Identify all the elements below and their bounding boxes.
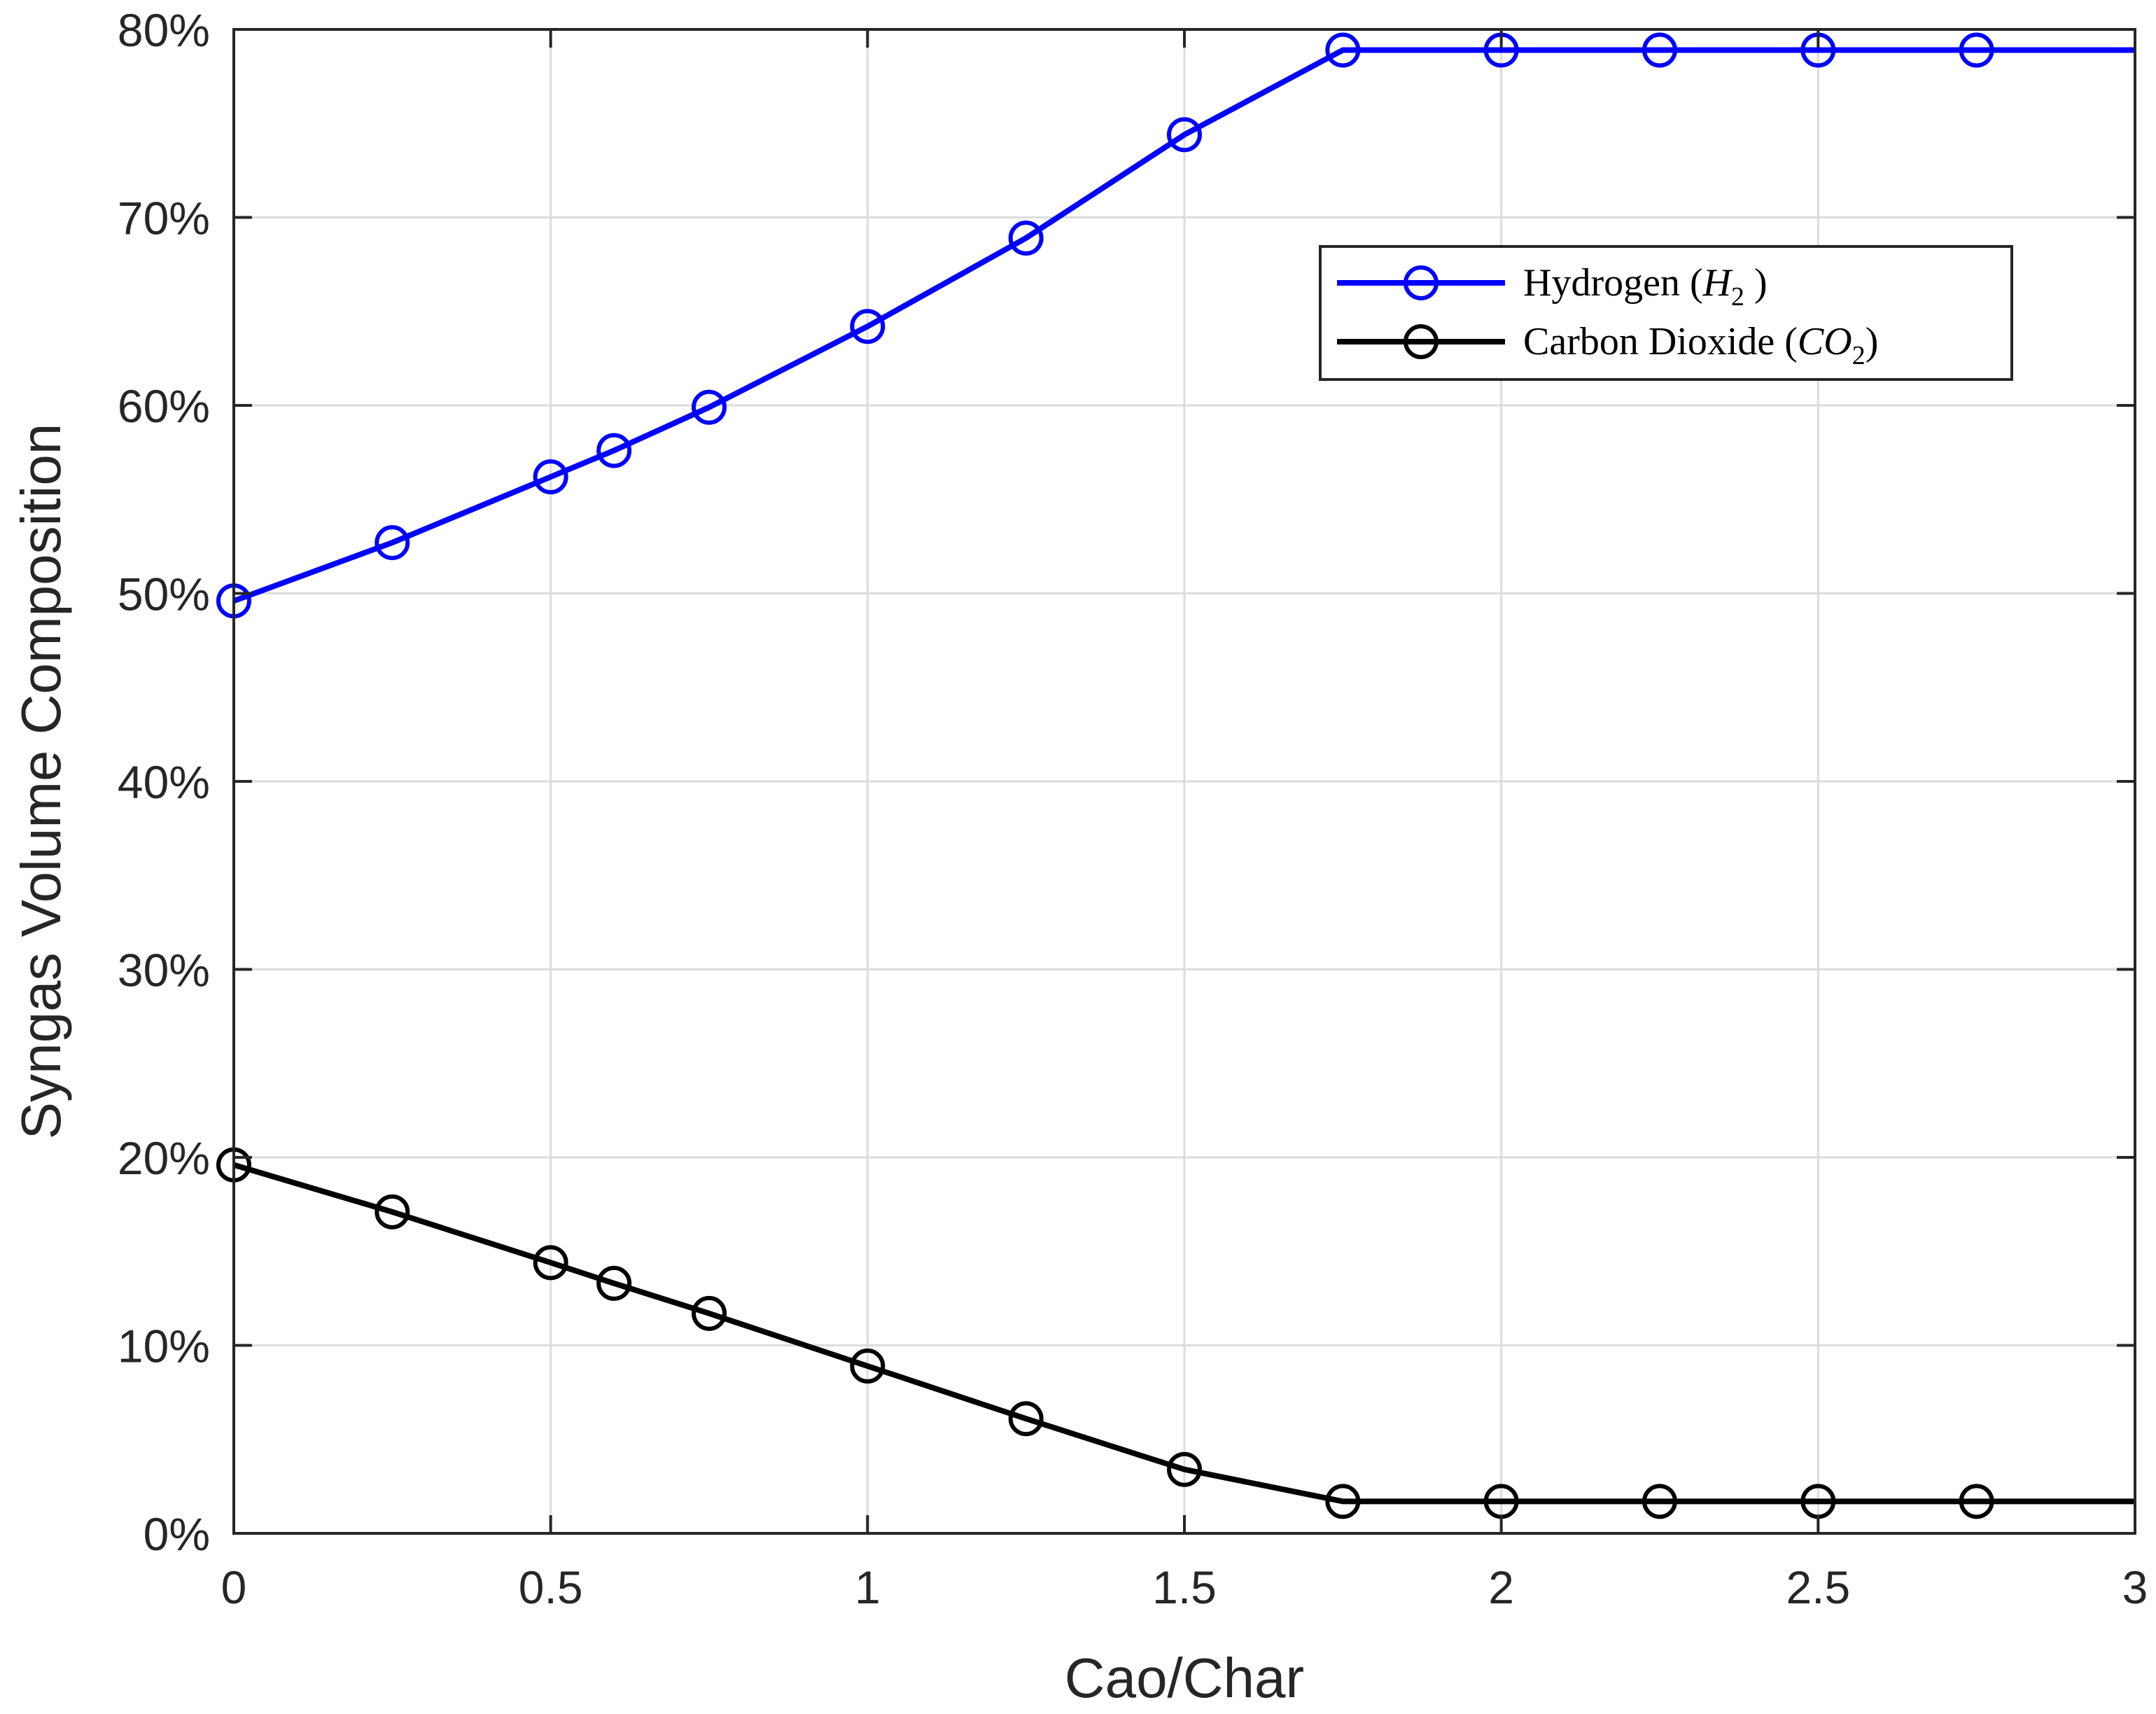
- legend-label: Carbon Dioxide (CO2): [1523, 320, 1878, 370]
- series-layer: [216, 32, 2135, 1519]
- legend-label-text: Hydrogen (: [1523, 261, 1703, 305]
- legend-label-tail: ): [1744, 261, 1768, 305]
- legend-label-math: CO: [1798, 320, 1852, 363]
- series-1: [216, 1147, 2135, 1519]
- y-axis-title: Syngas Volume Composition: [10, 424, 72, 1140]
- x-tick-label: 2: [1488, 1561, 1514, 1613]
- data-point: [850, 1349, 886, 1384]
- legend-label-subscript: 2: [1852, 341, 1865, 370]
- data-point: [1167, 1451, 1202, 1487]
- legend-entry-0: Hydrogen (H2 ): [1337, 261, 1768, 312]
- data-point: [1959, 32, 1994, 68]
- legend-label: Hydrogen (H2 ): [1523, 261, 1768, 312]
- data-point: [374, 525, 410, 561]
- data-point: [692, 1295, 727, 1331]
- legend-entry-1: Carbon Dioxide (CO2): [1337, 320, 1878, 370]
- y-tick-label: 60%: [118, 380, 210, 432]
- x-tick-labels: 0 0.5 1 1.5 2 2.5 3: [221, 1561, 2148, 1613]
- data-point: [850, 309, 886, 344]
- legend: Hydrogen (H2 )Carbon Dioxide (CO2): [1319, 245, 2013, 381]
- y-tick-label: 10%: [118, 1321, 210, 1372]
- data-point: [1325, 32, 1361, 68]
- data-point: [1325, 1484, 1361, 1519]
- x-tick-label: 2.5: [1786, 1561, 1850, 1613]
- data-point: [692, 389, 727, 425]
- y-tick-label: 80%: [118, 4, 210, 56]
- series-0: [216, 32, 2135, 619]
- y-tick-label: 20%: [118, 1132, 210, 1184]
- legend-label-math: H: [1702, 261, 1733, 305]
- x-axis-title: Cao/Char: [1065, 1647, 1304, 1709]
- data-point: [1008, 221, 1044, 256]
- data-point: [533, 1245, 568, 1281]
- x-tick-label: 1: [855, 1561, 881, 1613]
- legend-marker: [1404, 324, 1438, 359]
- data-point: [1008, 1401, 1044, 1437]
- legend-label-tail: ): [1865, 320, 1879, 363]
- legend-box: [1319, 245, 2013, 381]
- data-point: [533, 459, 568, 495]
- y-tick-label: 40%: [118, 756, 210, 808]
- ticks: [232, 28, 2136, 1535]
- x-tick-label: 0.5: [519, 1561, 583, 1613]
- legend-label-subscript: 2: [1731, 282, 1744, 312]
- data-point: [596, 433, 632, 468]
- data-point: [1959, 1484, 1994, 1519]
- y-tick-label: 70%: [118, 193, 210, 244]
- data-point: [374, 1194, 410, 1229]
- data-point: [596, 1265, 632, 1301]
- data-point: [1642, 32, 1677, 68]
- y-tick-label: 30%: [118, 945, 210, 996]
- legend-label-text: Carbon Dioxide (: [1523, 320, 1798, 363]
- series-line: [232, 1162, 2135, 1505]
- legend-marker: [1404, 265, 1438, 300]
- y-tick-label: 0%: [144, 1508, 210, 1560]
- data-point: [1642, 1484, 1677, 1519]
- x-tick-label: 0: [221, 1561, 247, 1613]
- x-tick-label: 1.5: [1152, 1561, 1217, 1613]
- series-line: [232, 47, 2135, 604]
- y-tick-labels: 0% 10% 20% 30% 40% 50% 60% 70% 80%: [118, 4, 210, 1560]
- x-tick-label: 3: [2122, 1561, 2148, 1613]
- data-point: [1167, 117, 1202, 153]
- y-tick-label: 50%: [118, 569, 210, 620]
